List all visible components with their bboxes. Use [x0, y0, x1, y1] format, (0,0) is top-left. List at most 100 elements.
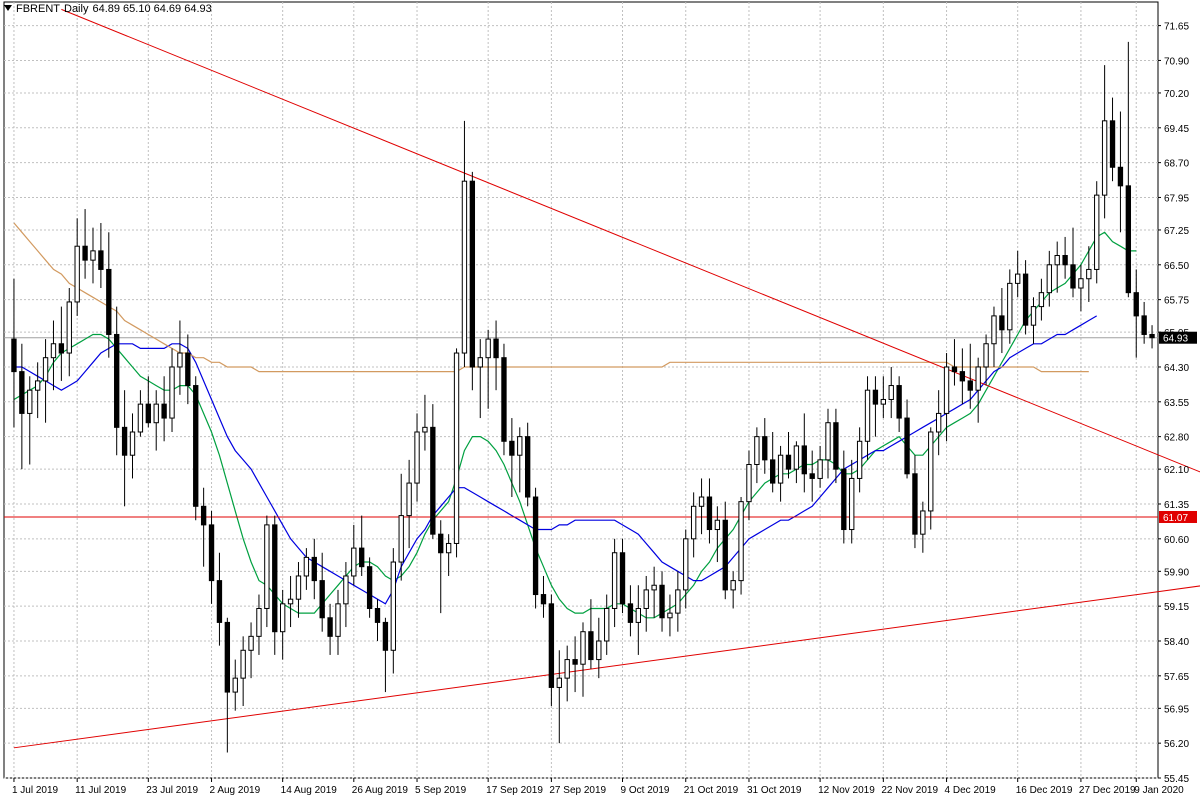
y-tick-label: 56.20 [1164, 739, 1189, 750]
candle-body [19, 371, 25, 414]
candle-body [880, 398, 887, 405]
candle-body [438, 533, 444, 554]
candle-body [1022, 273, 1029, 326]
candle-body [366, 566, 373, 609]
y-tick-label: 71.65 [1164, 22, 1189, 33]
candle-body [359, 547, 365, 568]
x-tick-label: 23 Jul 2019 [146, 785, 198, 796]
candle-body [153, 403, 159, 424]
moving-average-line-0 [13, 231, 1137, 619]
y-tick-label: 57.65 [1164, 672, 1189, 683]
candle-body [690, 505, 697, 540]
candle-body [343, 575, 349, 605]
candle-body [1109, 120, 1116, 168]
candle-body [382, 621, 389, 651]
y-tick-label: 56.95 [1164, 704, 1189, 715]
candle-body [177, 352, 183, 368]
candle-body [1030, 306, 1037, 326]
y-tick-label: 64.30 [1164, 363, 1189, 374]
candle-body [279, 603, 286, 633]
current-price-label: 64.93 [1163, 334, 1188, 345]
candle-body [698, 496, 705, 507]
candle-body [11, 338, 17, 373]
y-tick-label: 67.95 [1164, 193, 1189, 204]
candle-body [1038, 292, 1045, 308]
candle-body [762, 436, 768, 461]
candle-body [872, 389, 879, 405]
y-tick-label: 66.50 [1164, 261, 1189, 272]
candle-body [730, 580, 736, 591]
candle-body [888, 385, 894, 400]
candle-body [319, 580, 325, 619]
candle-body [1117, 166, 1124, 187]
candle-body [453, 352, 460, 544]
candle-body [517, 436, 523, 456]
candle-body [959, 371, 966, 382]
x-tick-label: 22 Nov 2019 [881, 785, 938, 796]
candle-body [90, 250, 96, 261]
x-tick-label: 14 Aug 2019 [281, 785, 338, 796]
candle-body [1125, 185, 1132, 294]
y-tick-label: 67.25 [1164, 226, 1189, 237]
candle-body [248, 635, 254, 651]
candle-body [746, 464, 752, 503]
candle-body [912, 473, 918, 535]
dropdown-arrow-icon[interactable] [4, 5, 12, 11]
candle-body [943, 366, 950, 414]
candle-body [548, 603, 555, 688]
y-tick-label: 59.90 [1164, 567, 1189, 578]
candle-body [928, 431, 934, 512]
candle-body [272, 524, 278, 633]
y-tick-label: 55.45 [1164, 774, 1189, 785]
candle-body [525, 436, 531, 498]
candle-body [849, 477, 855, 531]
candle-body [588, 631, 594, 661]
candle-body [335, 603, 341, 637]
candle-body [864, 389, 871, 442]
candle-body [1149, 333, 1155, 339]
candle-body [706, 496, 713, 531]
y-tick-label: 62.10 [1164, 465, 1189, 476]
y-tick-label: 65.75 [1164, 296, 1189, 307]
candle-body [951, 366, 958, 373]
candle-body [216, 580, 223, 623]
candle-body [477, 357, 483, 368]
candle-body [256, 607, 262, 637]
candle-body [509, 440, 515, 456]
candle-body [169, 366, 175, 419]
x-tick-label: 5 Sep 2019 [415, 785, 467, 796]
candle-body [667, 612, 673, 619]
candle-body [1062, 255, 1068, 266]
candle-body [200, 505, 207, 526]
candle-body [793, 445, 800, 470]
candle-body [833, 422, 839, 470]
candle-body [1015, 273, 1021, 284]
candle-body [398, 515, 404, 563]
ohlc-label: 64.89 65.10 64.69 64.93 [92, 3, 212, 15]
candles [11, 41, 1155, 753]
candle-body [856, 440, 863, 479]
candle-body [770, 459, 776, 484]
x-tick-label: 9 Jan 2020 [1134, 785, 1184, 796]
candle-body [98, 250, 104, 270]
candle-body [683, 538, 689, 591]
candle-body [327, 617, 333, 637]
candle-body [999, 315, 1005, 331]
y-tick-label: 58.40 [1164, 637, 1189, 648]
candle-body [129, 431, 136, 456]
axes: 71.65 70.90 70.20 69.45 68.70 67.95 67.25 66.50… [12, 22, 1197, 796]
candle-body [896, 385, 902, 419]
candle-body [635, 607, 641, 623]
candle-body [311, 556, 317, 582]
moving-average-line-2 [13, 222, 1089, 373]
x-tick-label: 21 Oct 2019 [684, 785, 739, 796]
candle-body [264, 524, 270, 609]
candle-body [374, 607, 381, 623]
candle-body [627, 603, 634, 623]
candle-body [66, 301, 72, 354]
candle-body [754, 436, 760, 466]
x-tick-label: 31 Oct 2019 [747, 785, 802, 796]
candle-body [619, 552, 626, 605]
candle-body [469, 180, 476, 368]
trendline-1 [13, 585, 1200, 749]
